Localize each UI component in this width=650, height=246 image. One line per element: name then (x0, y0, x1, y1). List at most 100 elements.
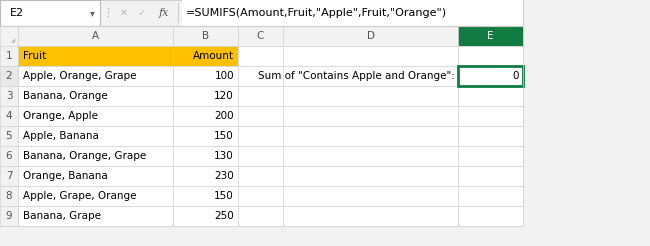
Bar (18, 126, 173, 146)
Text: 100: 100 (214, 71, 234, 81)
Bar (458, 126, 523, 146)
Text: Orange, Apple: Orange, Apple (23, 111, 98, 121)
Text: 8: 8 (6, 191, 12, 201)
Text: 6: 6 (6, 151, 12, 161)
Bar (173, 206, 238, 226)
Bar (283, 66, 458, 86)
Bar (238, 86, 283, 106)
Bar (458, 86, 523, 106)
Bar (238, 166, 283, 186)
Text: 230: 230 (214, 171, 234, 181)
Text: 250: 250 (214, 211, 234, 221)
Bar (283, 126, 458, 146)
Bar (283, 206, 458, 226)
Bar (18, 46, 173, 66)
Bar (458, 146, 523, 166)
Bar (173, 106, 238, 126)
Bar (0, 66, 18, 86)
Bar (0, 26, 18, 46)
Bar (18, 106, 173, 126)
Bar (18, 26, 173, 46)
Text: E2: E2 (10, 8, 24, 18)
Text: D: D (367, 31, 374, 41)
Bar (283, 46, 458, 66)
Bar (238, 206, 283, 226)
Text: 4: 4 (6, 111, 12, 121)
Bar (18, 66, 173, 86)
Text: ⋮: ⋮ (103, 8, 114, 18)
Text: ▾: ▾ (90, 8, 94, 18)
Text: 7: 7 (6, 171, 12, 181)
Text: A: A (92, 31, 99, 41)
Bar (238, 66, 283, 86)
Text: Orange, Banana: Orange, Banana (23, 171, 108, 181)
Text: Banana, Orange, Grape: Banana, Orange, Grape (23, 151, 146, 161)
Bar (173, 66, 238, 86)
Bar (458, 66, 523, 86)
Bar (182, 0, 523, 26)
Text: Sum of "Contains Apple and Orange":: Sum of "Contains Apple and Orange": (258, 71, 455, 81)
Text: Amount: Amount (193, 51, 234, 61)
Bar (283, 86, 458, 106)
Bar (18, 186, 173, 206)
Text: 200: 200 (214, 111, 234, 121)
Bar (238, 126, 283, 146)
Text: 2: 2 (6, 71, 12, 81)
Bar (238, 26, 283, 46)
Bar (0, 186, 18, 206)
Text: 0: 0 (512, 71, 519, 81)
Bar (18, 86, 173, 106)
Text: ◢: ◢ (11, 38, 15, 43)
Bar (458, 66, 523, 86)
Text: 120: 120 (214, 91, 234, 101)
Bar (238, 186, 283, 206)
Bar (0, 0, 100, 26)
Bar (283, 26, 458, 46)
Bar (458, 166, 523, 186)
Bar (0, 126, 18, 146)
Bar (173, 26, 238, 46)
Bar (18, 206, 173, 226)
Text: 150: 150 (214, 131, 234, 141)
Text: ✕: ✕ (120, 8, 128, 18)
Bar (18, 166, 173, 186)
Text: =SUMIFS(Amount,Fruit,"Apple",Fruit,"Orange"): =SUMIFS(Amount,Fruit,"Apple",Fruit,"Oran… (186, 8, 447, 18)
Bar (458, 206, 523, 226)
Bar (173, 146, 238, 166)
Text: E: E (488, 31, 494, 41)
Bar (0, 166, 18, 186)
Text: C: C (257, 31, 264, 41)
Text: 1: 1 (6, 51, 12, 61)
Bar (173, 46, 238, 66)
Text: 9: 9 (6, 211, 12, 221)
Bar (173, 86, 238, 106)
Text: Apple, Orange, Grape: Apple, Orange, Grape (23, 71, 136, 81)
Bar (458, 26, 523, 46)
Bar (238, 46, 283, 66)
Bar (238, 106, 283, 126)
Text: 3: 3 (6, 91, 12, 101)
Text: 130: 130 (214, 151, 234, 161)
Bar (173, 186, 238, 206)
Bar (0, 146, 18, 166)
Bar (283, 146, 458, 166)
Text: 150: 150 (214, 191, 234, 201)
Text: Apple, Grape, Orange: Apple, Grape, Orange (23, 191, 136, 201)
Bar (173, 166, 238, 186)
Text: Fruit: Fruit (23, 51, 46, 61)
Bar (283, 166, 458, 186)
Bar (458, 46, 523, 66)
Bar (0, 106, 18, 126)
Text: ✓: ✓ (138, 8, 146, 18)
Bar (283, 186, 458, 206)
Bar (458, 186, 523, 206)
Text: B: B (202, 31, 209, 41)
Bar (238, 146, 283, 166)
Text: Banana, Orange: Banana, Orange (23, 91, 108, 101)
Bar (18, 146, 173, 166)
Bar (0, 46, 18, 66)
Text: Apple, Banana: Apple, Banana (23, 131, 99, 141)
Bar (283, 106, 458, 126)
Text: Banana, Grape: Banana, Grape (23, 211, 101, 221)
Bar (458, 106, 523, 126)
